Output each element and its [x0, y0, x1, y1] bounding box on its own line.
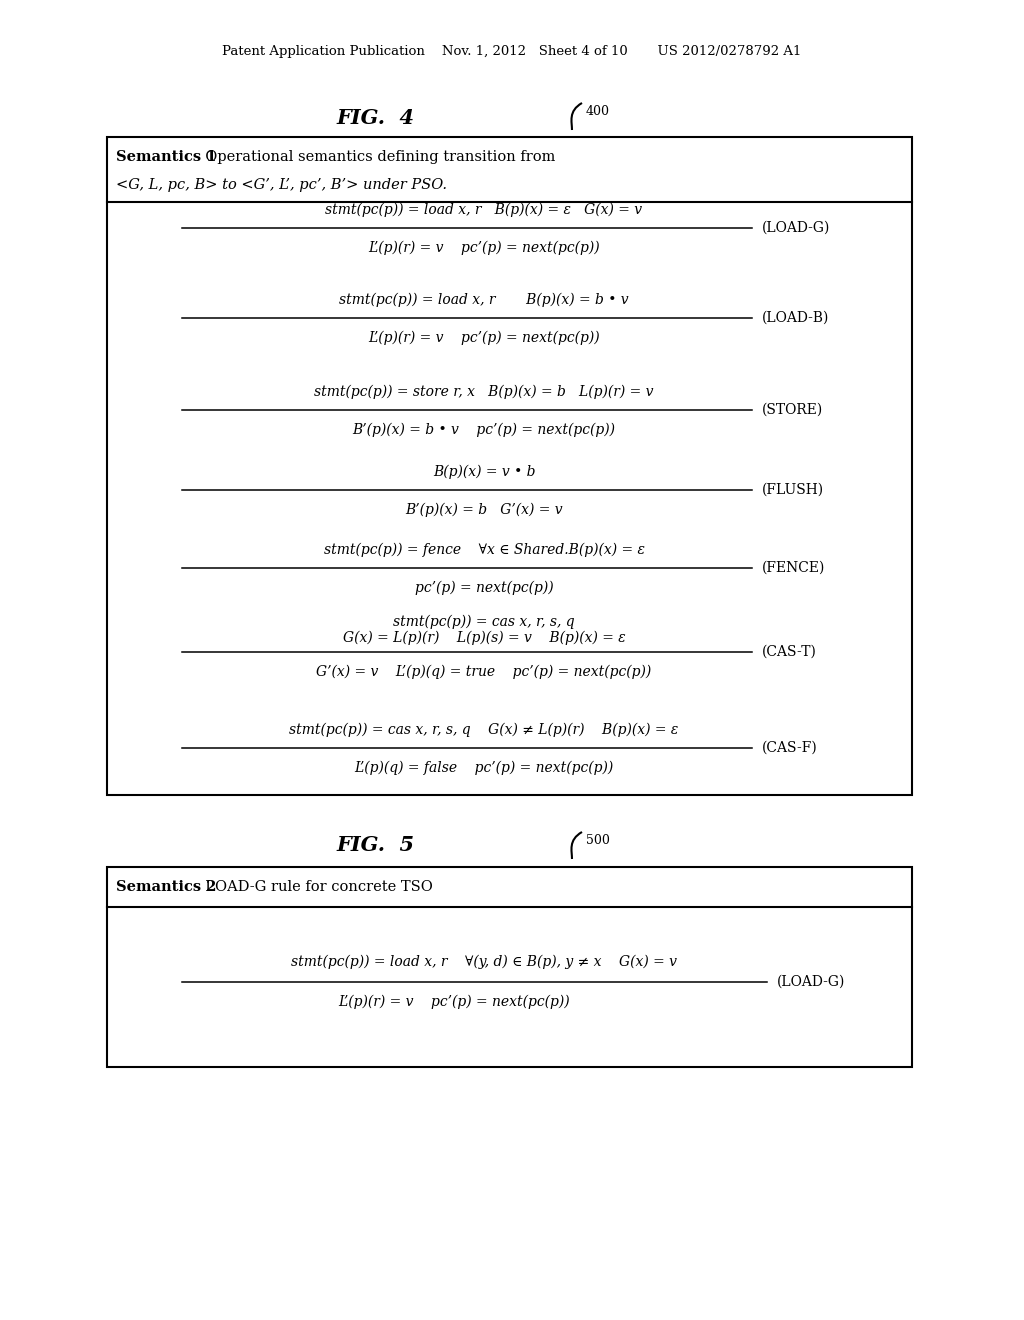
Text: stmt(pc(p)) = load x, r       B(p)(x) = b • v: stmt(pc(p)) = load x, r B(p)(x) = b • v	[339, 293, 629, 308]
Text: B’(p)(x) = b   G’(x) = v: B’(p)(x) = b G’(x) = v	[406, 503, 563, 517]
Text: L’(p)(q) = false    pc’(p) = next(pc(p)): L’(p)(q) = false pc’(p) = next(pc(p))	[354, 760, 613, 775]
Text: stmt(pc(p)) = load x, r    ∀(y, d) ∈ B(p), y ≠ x    G(x) = v: stmt(pc(p)) = load x, r ∀(y, d) ∈ B(p), …	[291, 954, 677, 969]
Bar	[106, 867, 912, 1067]
Text: FIG.  5: FIG. 5	[336, 836, 414, 855]
Text: B’(p)(x) = b • v    pc’(p) = next(pc(p)): B’(p)(x) = b • v pc’(p) = next(pc(p))	[352, 422, 615, 437]
Text: G(x) = L(p)(r)    L(p)(s) = v    B(p)(x) = ε: G(x) = L(p)(r) L(p)(s) = v B(p)(x) = ε	[343, 631, 626, 645]
Text: FIG.  4: FIG. 4	[336, 108, 414, 128]
Text: B(p)(x) = v • b: B(p)(x) = v • b	[433, 465, 536, 479]
Text: stmt(pc(p)) = cas x, r, s, q    G(x) ≠ L(p)(r)    B(p)(x) = ε: stmt(pc(p)) = cas x, r, s, q G(x) ≠ L(p)…	[290, 723, 679, 737]
Text: (LOAD-G): (LOAD-G)	[762, 220, 830, 235]
Text: stmt(pc(p)) = store r, x   B(p)(x) = b   L(p)(r) = v: stmt(pc(p)) = store r, x B(p)(x) = b L(p…	[314, 385, 653, 399]
Text: Semantics 1: Semantics 1	[116, 150, 216, 164]
Text: (STORE): (STORE)	[762, 403, 823, 417]
Text: 400: 400	[586, 106, 610, 117]
Text: <G, L, pc, B> to <G’, L’, pc’, B’> under PSO.: <G, L, pc, B> to <G’, L’, pc’, B’> under…	[116, 178, 447, 191]
Text: G’(x) = v    L’(p)(q) = true    pc’(p) = next(pc(p)): G’(x) = v L’(p)(q) = true pc’(p) = next(…	[316, 665, 651, 680]
Text: L’(p)(r) = v    pc’(p) = next(pc(p)): L’(p)(r) = v pc’(p) = next(pc(p))	[369, 331, 600, 346]
Text: Patent Application Publication    Nov. 1, 2012   Sheet 4 of 10       US 2012/027: Patent Application Publication Nov. 1, 2…	[222, 45, 802, 58]
Bar	[106, 137, 912, 795]
Text: (CAS-F): (CAS-F)	[762, 741, 818, 755]
Text: (FENCE): (FENCE)	[762, 561, 825, 576]
Text: Operational semantics defining transition from: Operational semantics defining transitio…	[196, 150, 555, 164]
Text: (FLUSH): (FLUSH)	[762, 483, 824, 498]
Text: (CAS-T): (CAS-T)	[762, 645, 817, 659]
Text: (LOAD-G): (LOAD-G)	[777, 975, 846, 989]
Text: L’(p)(r) = v    pc’(p) = next(pc(p)): L’(p)(r) = v pc’(p) = next(pc(p))	[369, 240, 600, 255]
Text: pc’(p) = next(pc(p)): pc’(p) = next(pc(p))	[415, 581, 553, 595]
Text: LOAD-G rule for concrete TSO: LOAD-G rule for concrete TSO	[196, 880, 433, 894]
Text: stmt(pc(p)) = cas x, r, s, q: stmt(pc(p)) = cas x, r, s, q	[393, 615, 574, 630]
Text: (LOAD-B): (LOAD-B)	[762, 312, 829, 325]
Text: Semantics 2: Semantics 2	[116, 880, 216, 894]
Text: stmt(pc(p)) = load x, r   B(p)(x) = ε   G(x) = v: stmt(pc(p)) = load x, r B(p)(x) = ε G(x)…	[326, 203, 643, 218]
Text: 500: 500	[586, 834, 610, 847]
Text: L’(p)(r) = v    pc’(p) = next(pc(p)): L’(p)(r) = v pc’(p) = next(pc(p))	[338, 995, 569, 1010]
Text: stmt(pc(p)) = fence    ∀x ∈ Shared.B(p)(x) = ε: stmt(pc(p)) = fence ∀x ∈ Shared.B(p)(x) …	[324, 543, 644, 557]
